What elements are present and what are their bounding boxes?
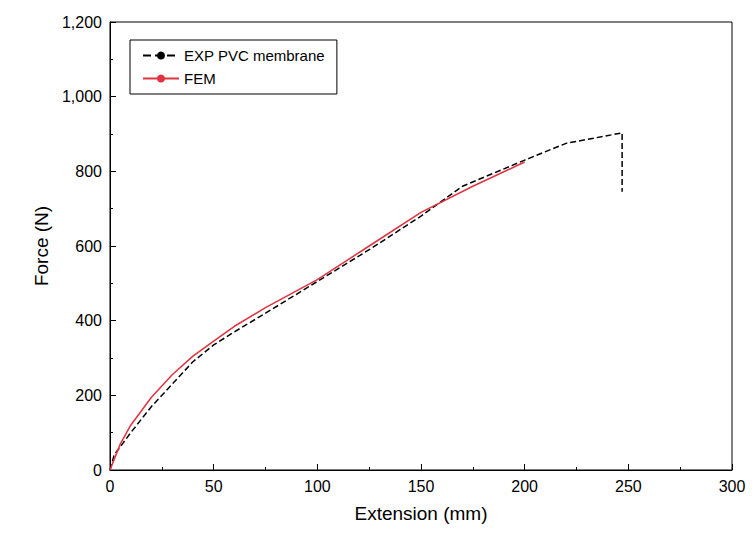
svg-text:0: 0 [93, 462, 102, 479]
svg-text:50: 50 [205, 478, 223, 495]
svg-text:FEM: FEM [184, 70, 216, 87]
svg-text:Force (N): Force (N) [31, 206, 52, 286]
svg-text:100: 100 [304, 478, 331, 495]
svg-text:150: 150 [408, 478, 435, 495]
svg-text:300: 300 [719, 478, 746, 495]
svg-text:600: 600 [75, 238, 102, 255]
svg-text:200: 200 [511, 478, 538, 495]
svg-text:400: 400 [75, 312, 102, 329]
svg-text:200: 200 [75, 387, 102, 404]
svg-text:EXP PVC membrane: EXP PVC membrane [184, 47, 325, 64]
svg-text:Extension (mm): Extension (mm) [354, 503, 487, 524]
svg-text:250: 250 [615, 478, 642, 495]
svg-text:1,000: 1,000 [62, 88, 102, 105]
svg-text:0: 0 [106, 478, 115, 495]
svg-text:800: 800 [75, 163, 102, 180]
svg-text:1,200: 1,200 [62, 14, 102, 31]
